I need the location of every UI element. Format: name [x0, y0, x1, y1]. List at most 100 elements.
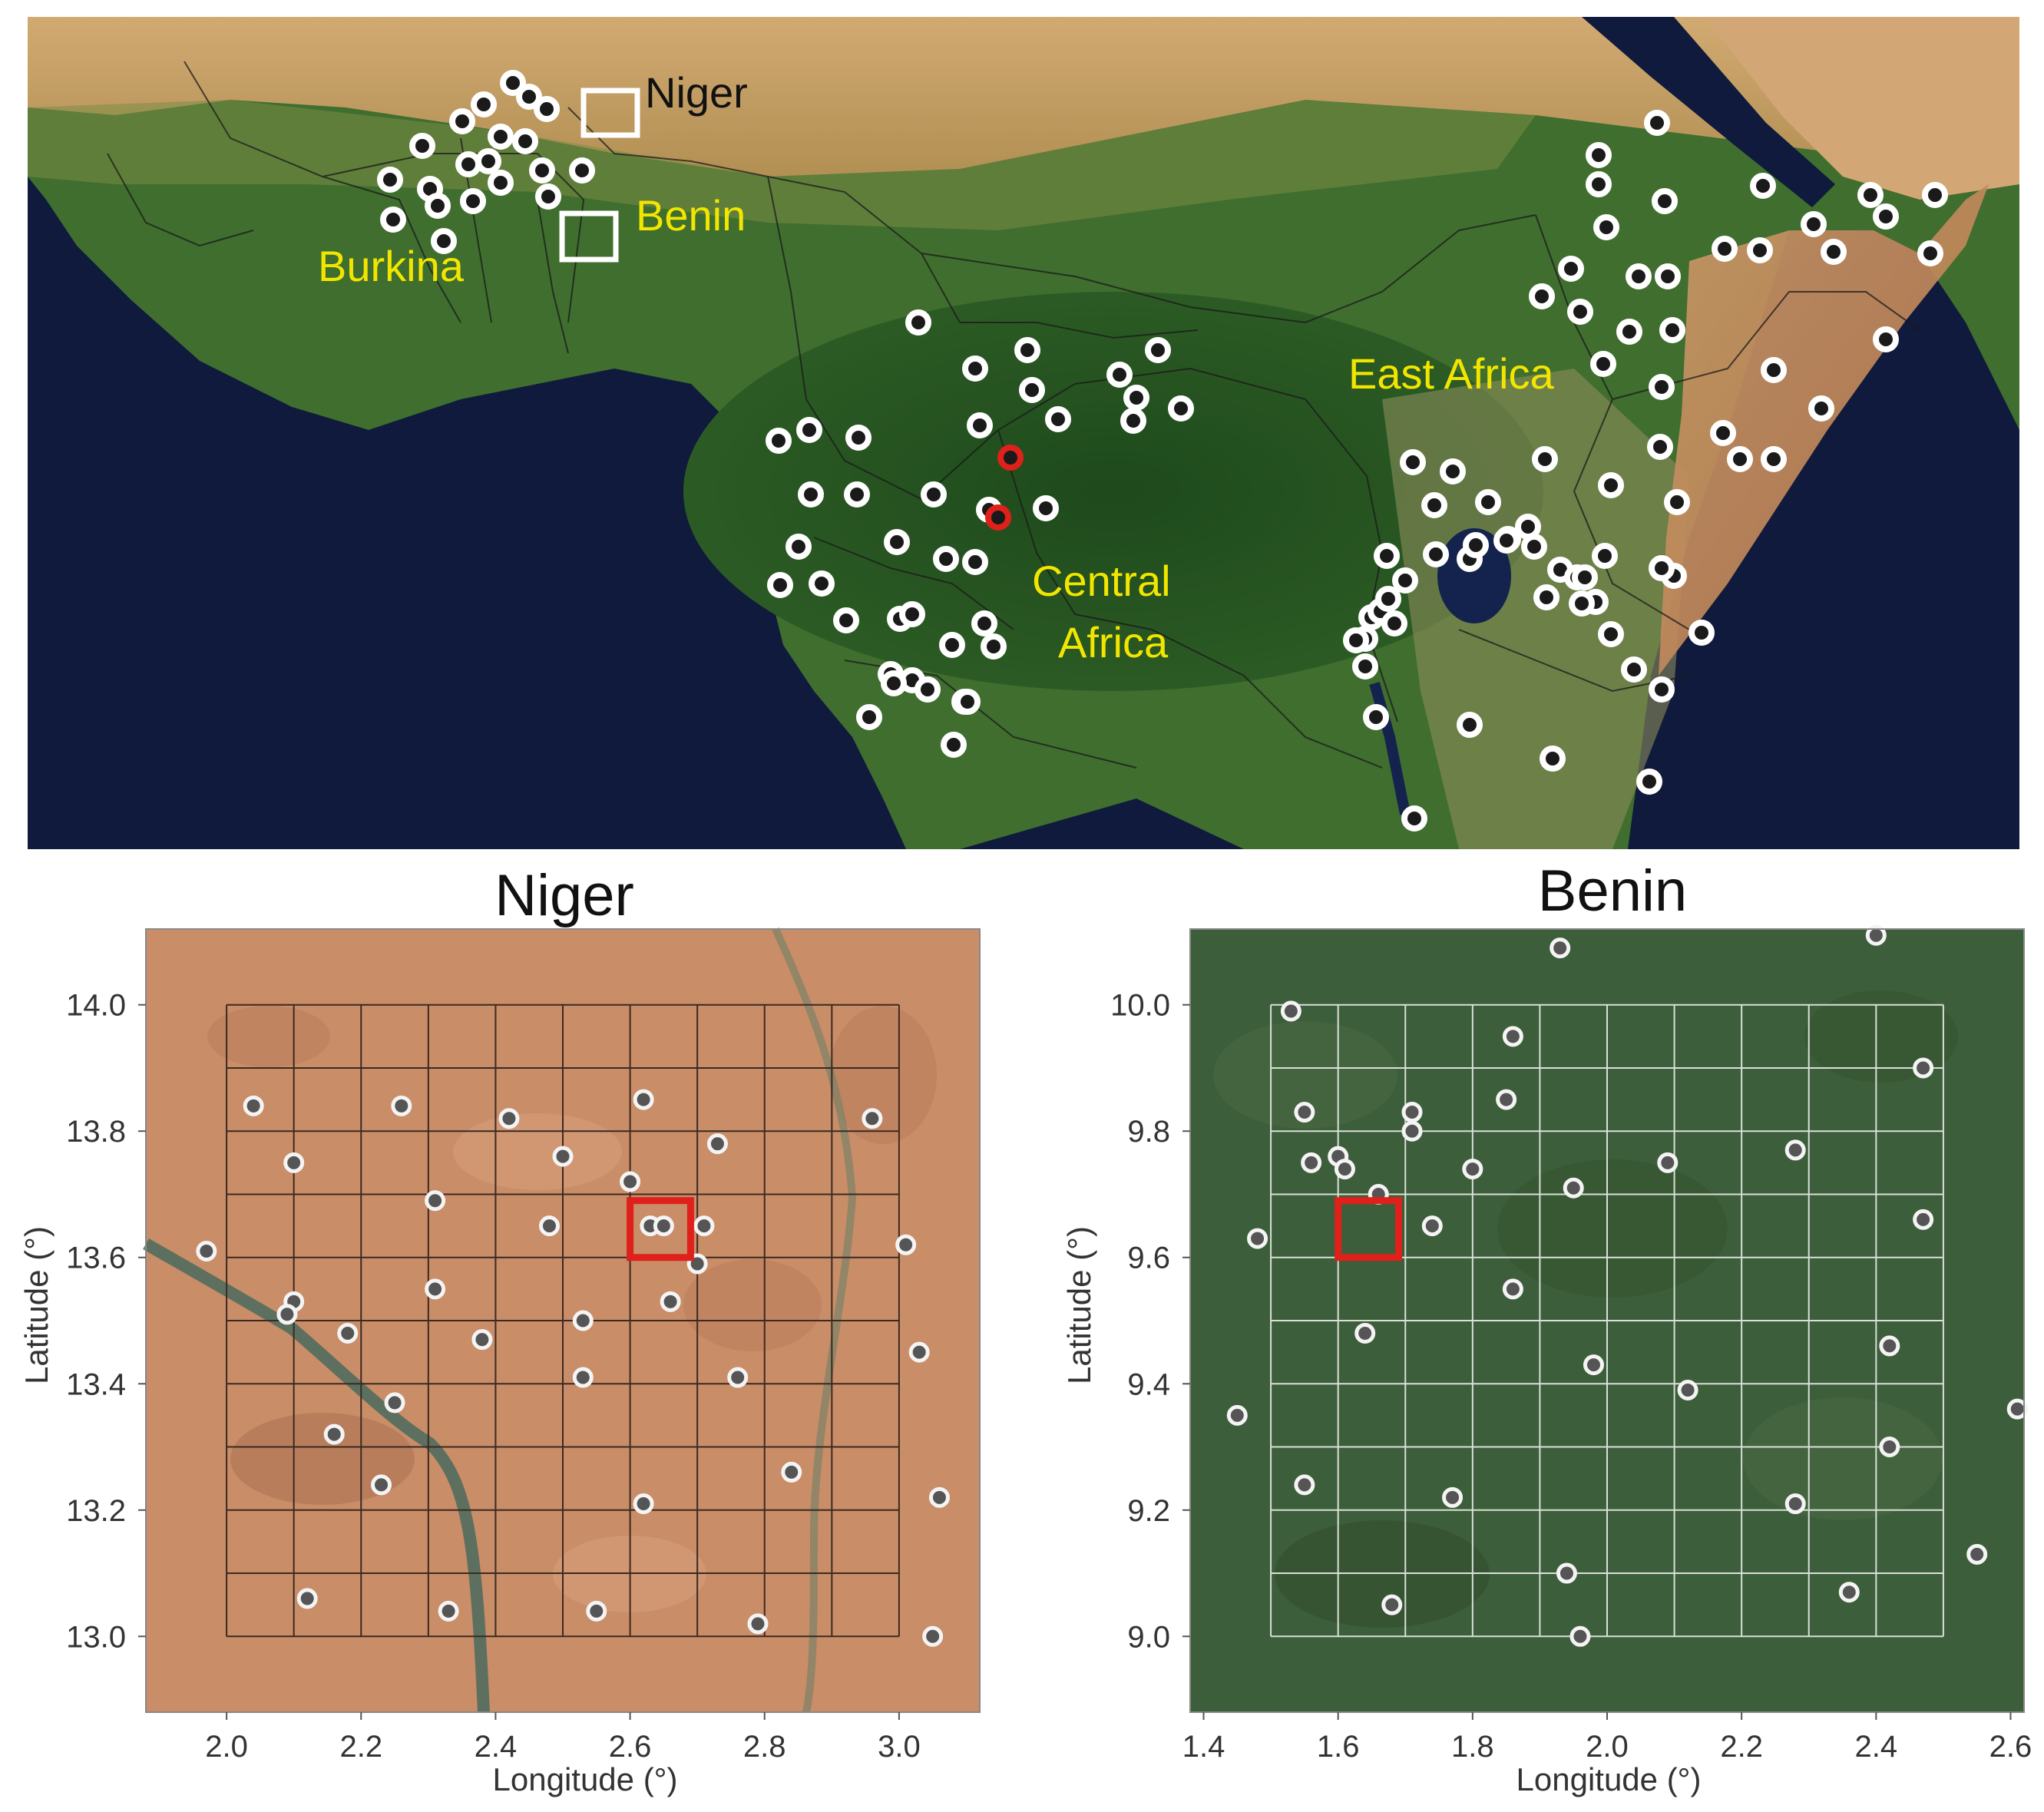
site-marker	[915, 676, 941, 703]
site-marker	[1381, 610, 1407, 637]
y-tick-label: 14.0	[66, 989, 126, 1023]
site-marker	[1502, 1026, 1523, 1047]
x-tick-label: 2.4	[1855, 1730, 1898, 1764]
x-tick-label: 1.8	[1451, 1730, 1494, 1764]
site-marker	[1649, 676, 1675, 703]
site-marker	[283, 1152, 305, 1173]
site-marker	[1857, 182, 1884, 208]
site-marker	[1354, 1322, 1376, 1344]
horn-of-africa	[1659, 184, 1989, 676]
site-marker	[895, 1234, 917, 1255]
site-marker	[516, 84, 542, 110]
site-marker	[425, 1278, 446, 1300]
site-marker	[706, 1133, 728, 1155]
site-marker	[572, 1310, 594, 1331]
site-marker	[1649, 374, 1675, 400]
site-marker	[471, 1329, 493, 1351]
site-marker	[1644, 110, 1670, 136]
site-marker	[1120, 408, 1146, 434]
site-marker	[1922, 182, 1948, 208]
y-tick-label: 9.8	[1127, 1115, 1170, 1149]
site-marker	[243, 1095, 264, 1116]
site-marker	[1572, 564, 1598, 590]
site-marker	[1343, 627, 1369, 653]
site-marker	[1616, 319, 1642, 345]
site-marker	[1226, 1404, 1248, 1426]
x-tick-label: 1.4	[1182, 1730, 1225, 1764]
site-marker	[538, 1215, 560, 1237]
benin-sites	[1226, 924, 2028, 1647]
site-marker	[572, 1367, 594, 1388]
site-marker	[337, 1322, 359, 1344]
site-marker	[1593, 214, 1619, 240]
site-marker	[1556, 1562, 1577, 1584]
site-marker	[1655, 263, 1681, 289]
site-marker-red	[985, 504, 1011, 531]
site-marker	[1626, 263, 1652, 289]
niger-grid	[226, 1004, 900, 1638]
site-marker	[908, 1341, 930, 1363]
site-marker	[500, 70, 526, 96]
site-marker	[1558, 256, 1584, 282]
site-marker	[438, 1600, 459, 1622]
site-marker	[1014, 337, 1040, 363]
site-marker	[1550, 937, 1571, 959]
site-marker	[1521, 534, 1547, 560]
site-marker	[488, 124, 514, 150]
niger-panel: Niger 2.0 2.2 2.4 2.6 2.8 3.0 13.0 13.2 13.4 13.6…	[18, 863, 981, 1797]
x-tick-label: 2.4	[475, 1730, 518, 1764]
site-marker	[633, 1089, 654, 1110]
site-marker	[384, 1392, 405, 1414]
site-marker	[1401, 1120, 1423, 1142]
site-marker	[1457, 712, 1483, 738]
site-marker	[1493, 527, 1520, 554]
site-marker	[1784, 1493, 1806, 1515]
site-marker	[569, 157, 595, 184]
site-marker	[1873, 203, 1899, 230]
niger-panel-title: Niger	[494, 863, 634, 928]
site-marker	[1401, 805, 1427, 832]
site-marker	[1747, 237, 1773, 263]
site-marker	[1563, 1177, 1584, 1199]
site-marker	[431, 228, 457, 254]
site-marker	[1652, 188, 1678, 214]
site-marker	[460, 188, 486, 214]
site-marker	[1019, 377, 1045, 403]
site-marker	[1533, 584, 1559, 610]
site-marker	[512, 128, 538, 154]
site-marker	[471, 91, 497, 117]
site-marker	[660, 1291, 681, 1312]
site-marker	[425, 193, 451, 219]
site-marker	[1463, 532, 1489, 558]
site-marker	[1401, 1102, 1423, 1123]
site-marker	[922, 1625, 944, 1647]
y-tick-label: 13.0	[66, 1620, 126, 1654]
benin-axes: 1.4 1.6 1.8 2.0 2.2 2.4 2.6 9.0 9.2 9.4 9.6 9.8 10.0	[1110, 989, 2032, 1764]
niger-axes: 2.0 2.2 2.4 2.6 2.8 3.0 13.0 13.2 13.4 13.6 13.8 14…	[66, 989, 921, 1764]
lake-victoria	[1437, 528, 1511, 623]
x-tick-label: 2.6	[609, 1730, 652, 1764]
site-marker	[1352, 653, 1378, 680]
site-marker	[1657, 1152, 1679, 1173]
arabia	[1705, 17, 2019, 200]
site-marker	[409, 133, 435, 159]
benin-xlabel: Longitude (°)	[1516, 1761, 1702, 1797]
site-marker	[1374, 543, 1400, 569]
site-marker	[1808, 395, 1834, 422]
x-tick-label: 3.0	[878, 1730, 921, 1764]
niger-xlabel: Longitude (°)	[493, 1761, 678, 1797]
site-marker	[1502, 1278, 1523, 1300]
site-marker	[1442, 1486, 1464, 1508]
y-tick-label: 13.4	[66, 1367, 126, 1401]
site-marker	[1750, 173, 1776, 199]
benin-highlight-box	[1335, 1197, 1402, 1261]
site-marker	[1879, 1335, 1900, 1357]
label-east-africa: East Africa	[1348, 349, 1555, 398]
site-marker	[747, 1613, 769, 1635]
site-marker	[1801, 211, 1827, 237]
site-marker	[1838, 1582, 1860, 1603]
label-africa: Africa	[1058, 618, 1169, 666]
x-tick-label: 2.6	[1989, 1730, 2032, 1764]
x-tick-label: 2.0	[1586, 1730, 1629, 1764]
site-marker	[905, 309, 931, 336]
